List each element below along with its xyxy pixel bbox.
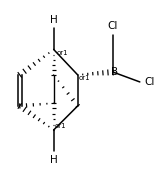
Text: Cl: Cl: [108, 21, 118, 31]
Text: H: H: [50, 155, 58, 165]
Text: or1: or1: [57, 50, 68, 56]
Text: or1: or1: [55, 123, 67, 129]
Text: Cl: Cl: [144, 77, 154, 87]
Text: H: H: [50, 15, 58, 25]
Text: B: B: [111, 67, 118, 77]
Text: or1: or1: [79, 75, 91, 81]
